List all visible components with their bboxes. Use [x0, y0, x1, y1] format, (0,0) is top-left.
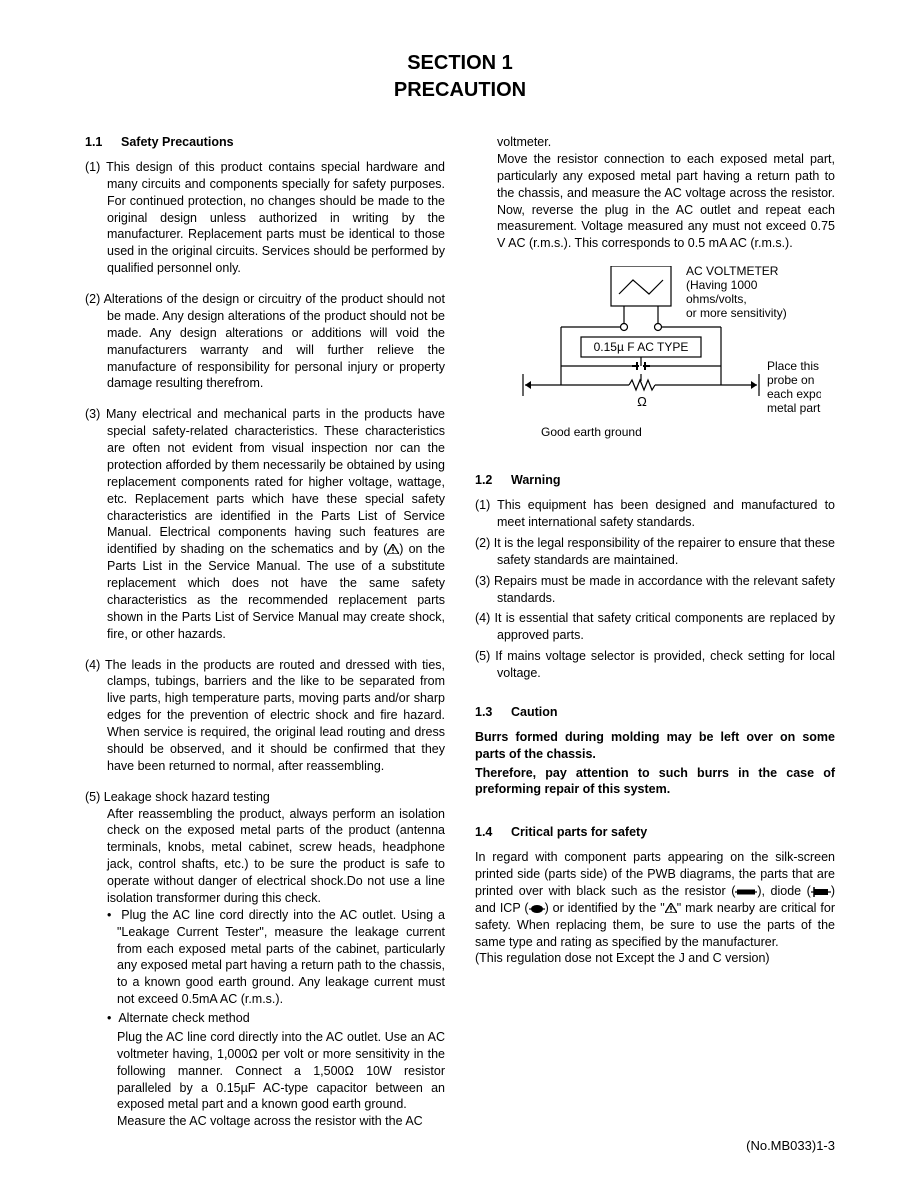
item-1-1-4: (4) The leads in the products are routed… — [85, 657, 445, 775]
heading-1-3: 1.3Caution — [475, 704, 835, 721]
sub-bullet-1: • Plug the AC line cord directly into th… — [85, 907, 445, 1008]
item-1-1-1: (1) This design of this product contains… — [85, 159, 445, 277]
heading-text: Safety Precautions — [121, 135, 234, 149]
item-num: (2) — [85, 292, 100, 306]
resistor-icon — [735, 888, 757, 896]
place3: each exposed — [767, 387, 821, 401]
item-1-2-2: (2) It is the legal responsibility of th… — [475, 535, 835, 569]
place2: probe on — [767, 373, 814, 387]
heading-1-4: 1.4Critical parts for safety — [475, 824, 835, 841]
item-num: (5) — [475, 649, 490, 663]
item-num: (1) — [85, 160, 100, 174]
cap-label: 0.15µ F AC TYPE — [594, 340, 689, 354]
item-num: (5) — [85, 790, 100, 804]
item-1-1-5: (5) Leakage shock hazard testing After r… — [85, 789, 445, 1131]
page-footer: (No.MB033)1-3 — [746, 1137, 835, 1155]
sub-text: Plug the AC line cord directly into the … — [117, 1030, 445, 1112]
item-text: It is the legal responsibility of the re… — [494, 536, 835, 567]
heading-num: 1.3 — [475, 704, 511, 721]
item-text-a: Many electrical and mechanical parts in … — [106, 407, 445, 556]
critical-parts-text: In regard with component parts appearing… — [475, 849, 835, 950]
item-text: After reassembling the product, always p… — [107, 807, 445, 905]
section-subtitle: PRECAUTION — [85, 77, 835, 104]
sub-bullet-2: • Alternate check method — [85, 1010, 445, 1027]
item-text-b: ) on the Parts List in the Service Manua… — [107, 542, 445, 640]
heading-num: 1.1 — [85, 134, 121, 151]
diagram-svg: 0.15µ F AC TYPE Ω — [511, 266, 821, 446]
ac-voltmeter-label: AC VOLTMETER — [686, 266, 779, 278]
item-num: (3) — [85, 407, 100, 421]
ground-label: Good earth ground — [541, 425, 642, 439]
item-num: (1) — [475, 498, 490, 512]
item-num: (4) — [85, 658, 100, 672]
right-column: voltmeter. Move the resistor connection … — [475, 134, 835, 1130]
critical-parts-note: (This regulation dose not Except the J a… — [475, 950, 835, 967]
warning-triangle-icon — [665, 903, 677, 913]
item-text: Repairs must be made in accordance with … — [494, 574, 835, 605]
left-column: 1.1Safety Precautions (1) This design of… — [85, 134, 445, 1130]
item-1-2-3: (3) Repairs must be made in accordance w… — [475, 573, 835, 607]
item-1-2-5: (5) If mains voltage selector is provide… — [475, 648, 835, 682]
heading-num: 1.2 — [475, 472, 511, 489]
ac-voltmeter-sub3: or more sensitivity) — [686, 306, 787, 320]
item-text: Alterations of the design or circuitry o… — [104, 292, 445, 390]
item-text: It is essential that safety critical com… — [495, 611, 835, 642]
sub-text-b: Measure the AC voltage across the resist… — [117, 1114, 423, 1128]
two-column-layout: 1.1Safety Precautions (1) This design of… — [85, 134, 835, 1130]
heading-text: Caution — [511, 705, 558, 719]
sub-text: Plug the AC line cord directly into the … — [117, 908, 445, 1006]
t-b: ), diode ( — [757, 884, 810, 898]
place1: Place this — [767, 359, 819, 373]
item-1-1-2: (2) Alterations of the design or circuit… — [85, 291, 445, 392]
sub-lead: Alternate check method — [118, 1011, 249, 1025]
t-d: ) or identified by the " — [545, 901, 665, 915]
heading-num: 1.4 — [475, 824, 511, 841]
diode-icon — [811, 887, 831, 897]
item-text: The leads in the products are routed and… — [105, 658, 445, 773]
item-lead: Leakage shock hazard testing — [104, 790, 270, 804]
item-1-2-4: (4) It is essential that safety critical… — [475, 610, 835, 644]
item-num: (4) — [475, 611, 490, 625]
ac-voltmeter-sub2: ohms/volts, — [686, 292, 747, 306]
item-num: (3) — [475, 574, 490, 588]
warning-triangle-icon — [387, 544, 399, 554]
icp-icon — [529, 904, 545, 914]
item-text: If mains voltage selector is provided, c… — [495, 649, 835, 680]
item-text: This equipment has been designed and man… — [497, 498, 835, 529]
item-1-2-1: (1) This equipment has been designed and… — [475, 497, 835, 531]
item-text: This design of this product contains spe… — [106, 160, 445, 275]
ohm-label: Ω — [637, 394, 647, 409]
caution-b1: Burrs formed during molding may be left … — [475, 729, 835, 763]
ac-voltmeter-sub1: (Having 1000 — [686, 278, 758, 292]
item-num: (2) — [475, 536, 490, 550]
caution-b2: Therefore, pay attention to such burrs i… — [475, 765, 835, 799]
section-title-block: SECTION 1 PRECAUTION — [85, 50, 835, 104]
heading-1-1: 1.1Safety Precautions — [85, 134, 445, 151]
place4: metal part. — [767, 401, 821, 415]
col2-top-word: voltmeter. — [497, 135, 551, 149]
heading-text: Critical parts for safety — [511, 825, 647, 839]
col2-cont: Move the resistor connection to each exp… — [497, 152, 835, 250]
item-1-1-3: (3) Many electrical and mechanical parts… — [85, 406, 445, 642]
section-number: SECTION 1 — [85, 50, 835, 77]
heading-text: Warning — [511, 473, 561, 487]
heading-1-2: 1.2Warning — [475, 472, 835, 489]
voltmeter-diagram: 0.15µ F AC TYPE Ω — [511, 266, 835, 450]
